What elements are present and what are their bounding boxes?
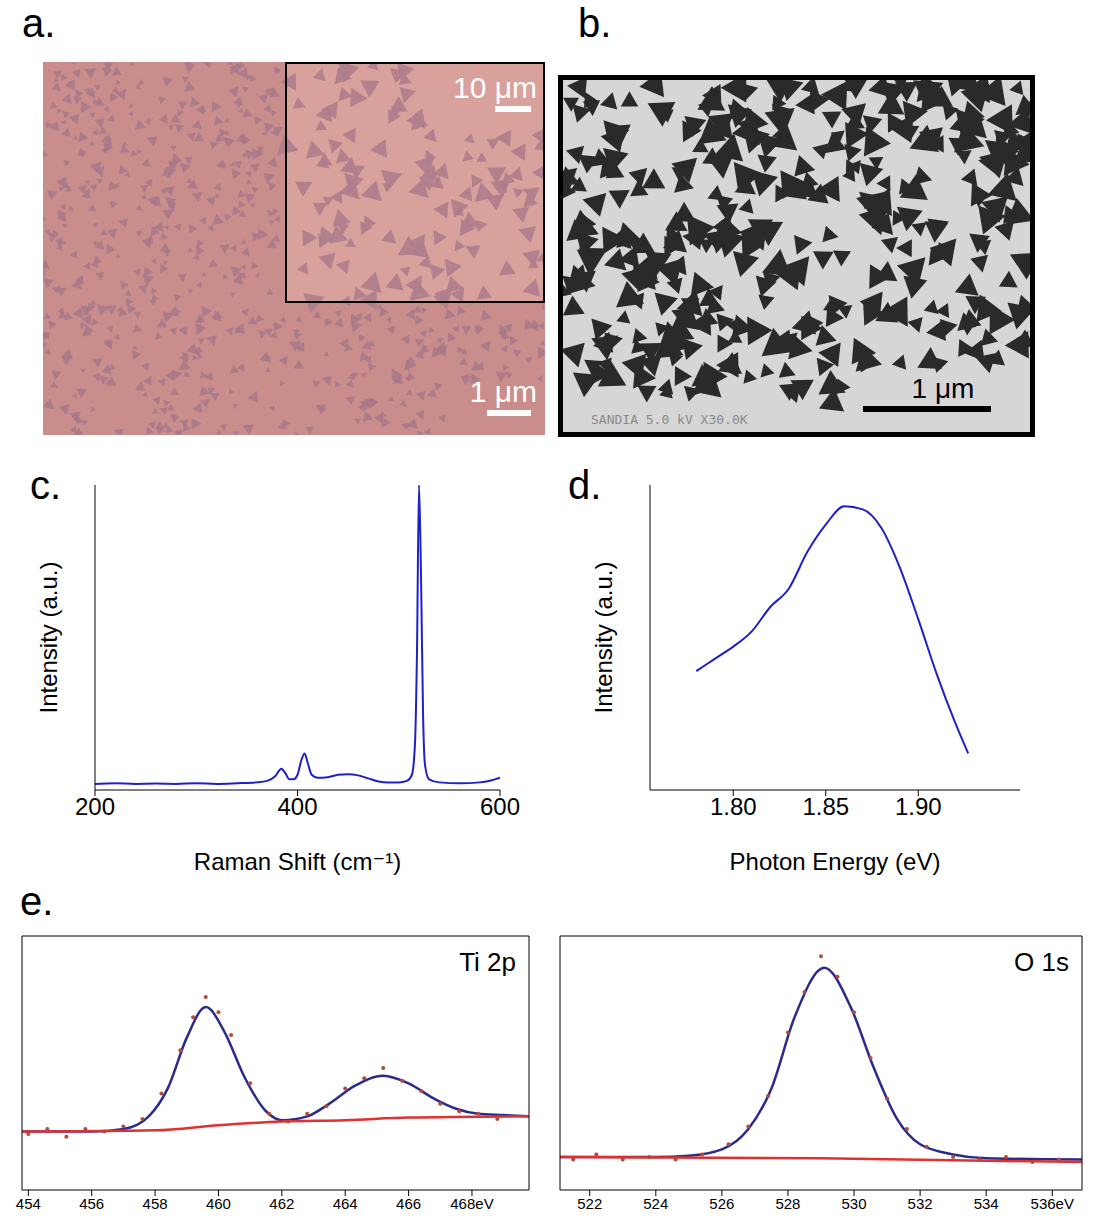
svg-text:536eV: 536eV: [1031, 1195, 1074, 1212]
svg-text:400: 400: [277, 793, 317, 820]
html-text:a.: a.: [22, 1, 56, 45]
svg-text:1.90: 1.90: [895, 793, 942, 820]
html-text:Ti 2p: Ti 2p: [459, 947, 516, 977]
svg-text:10 μm: 10 μm: [453, 71, 537, 104]
svg-text:Photon Energy (eV): Photon Energy (eV): [730, 848, 941, 875]
svg-text:464: 464: [333, 1195, 358, 1212]
svg-text:1.80: 1.80: [710, 793, 757, 820]
svg-text:524: 524: [643, 1195, 668, 1212]
svg-text:600: 600: [480, 793, 520, 820]
svg-text:458: 458: [143, 1195, 168, 1212]
svg-text:SANDIA 5.0 kV X30.0K: SANDIA 5.0 kV X30.0K: [591, 412, 748, 427]
html-text:d.: d.: [568, 463, 602, 507]
svg-text:460: 460: [206, 1195, 231, 1212]
svg-text:522: 522: [577, 1195, 602, 1212]
svg-text:1 μm: 1 μm: [470, 375, 537, 408]
svg-text:200: 200: [75, 793, 115, 820]
svg-text:1.85: 1.85: [802, 793, 849, 820]
svg-text:462: 462: [269, 1195, 294, 1212]
svg-text:468eV: 468eV: [450, 1195, 493, 1212]
svg-text:Intensity (a.u.): Intensity (a.u.): [35, 561, 62, 713]
html-text:O 1s: O 1s: [1014, 947, 1069, 977]
svg-text:532: 532: [908, 1195, 933, 1212]
svg-text:466: 466: [396, 1195, 421, 1212]
svg-text:456: 456: [79, 1195, 104, 1212]
html-text:b.: b.: [578, 1, 612, 45]
svg-text:1 μm: 1 μm: [912, 373, 975, 404]
svg-text:528: 528: [775, 1195, 800, 1212]
svg-text:Raman Shift (cm⁻¹): Raman Shift (cm⁻¹): [194, 848, 401, 875]
svg-text:534: 534: [974, 1195, 999, 1212]
svg-text:530: 530: [842, 1195, 867, 1212]
html-text:e.: e.: [20, 879, 54, 923]
html-text:c.: c.: [30, 463, 62, 507]
svg-text:Intensity (a.u.): Intensity (a.u.): [590, 561, 617, 713]
svg-text:454: 454: [16, 1195, 41, 1212]
svg-text:526: 526: [709, 1195, 734, 1212]
